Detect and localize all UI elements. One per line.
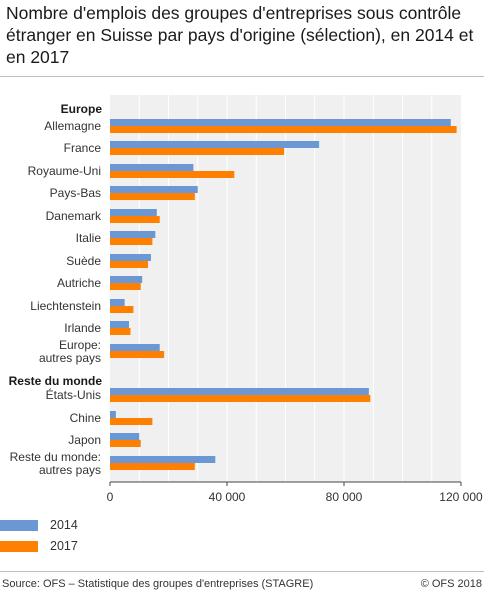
bar-2014: [110, 209, 157, 216]
category-label: Allemagne: [44, 119, 101, 133]
bar-2017: [110, 126, 457, 133]
bar-2014: [110, 456, 216, 463]
bar-2017: [110, 193, 195, 200]
footer-divider: [0, 571, 484, 572]
legend-label-2014: 2014: [50, 518, 78, 532]
category-label: autres pays: [39, 463, 101, 477]
x-tick-label: 40 000: [209, 490, 246, 504]
x-tick-label: 120 000: [439, 490, 483, 504]
bar-2014: [110, 344, 160, 351]
title-divider: [0, 76, 484, 77]
bar-2017: [110, 148, 285, 155]
category-label: Reste du monde:: [10, 450, 101, 464]
bar-2014: [110, 231, 156, 238]
bar-2017: [110, 463, 195, 470]
category-label: Danemark: [46, 209, 102, 223]
category-label: Japon: [68, 433, 101, 447]
category-label: autres pays: [39, 351, 101, 365]
copyright: © OFS 2018: [420, 578, 482, 590]
bar-2014: [110, 433, 140, 440]
group-header: Europe: [61, 102, 103, 116]
bar-2014: [110, 299, 125, 306]
bar-2017: [110, 328, 131, 335]
category-label: France: [64, 141, 102, 155]
bar-2014: [110, 186, 198, 193]
category-label: Liechtenstein: [30, 299, 101, 313]
bar-2014: [110, 411, 116, 418]
bar-2017: [110, 351, 165, 358]
group-header: Reste du monde: [9, 374, 103, 388]
x-tick-label: 0: [107, 490, 114, 504]
legend-swatch-2014: [0, 520, 38, 531]
category-label: États-Unis: [46, 387, 101, 402]
category-label: Suède: [66, 254, 101, 268]
bar-2014: [110, 388, 369, 395]
bar-2017: [110, 440, 141, 447]
bar-2014: [110, 254, 151, 261]
chart-title: Nombre d'emplois des groupes d'entrepris…: [6, 3, 474, 67]
bar-2017: [110, 306, 134, 313]
category-label: Irlande: [64, 321, 101, 335]
bar-2017: [110, 261, 149, 268]
category-label: Europe:: [59, 338, 101, 352]
legend-swatch-2017: [0, 541, 38, 552]
bar-2014: [110, 276, 143, 283]
category-label: Italie: [76, 231, 102, 245]
category-label: Autriche: [57, 276, 101, 290]
bar-2014: [110, 141, 320, 148]
source-note: Source: OFS – Statistique des groupes d'…: [2, 578, 314, 590]
bar-2014: [110, 164, 194, 171]
bar-2017: [110, 395, 371, 402]
bar-2017: [110, 216, 160, 223]
bar-2014: [110, 119, 451, 126]
legend-label-2017: 2017: [50, 539, 78, 553]
category-label: Chine: [70, 411, 102, 425]
bar-2017: [110, 418, 153, 425]
bar-2017: [110, 238, 153, 245]
bar-2014: [110, 321, 130, 328]
x-tick-label: 80 000: [326, 490, 363, 504]
bar-2017: [110, 283, 141, 290]
category-label: Royaume-Uni: [28, 164, 101, 178]
category-label: Pays-Bas: [50, 186, 101, 200]
bar-2017: [110, 171, 235, 178]
